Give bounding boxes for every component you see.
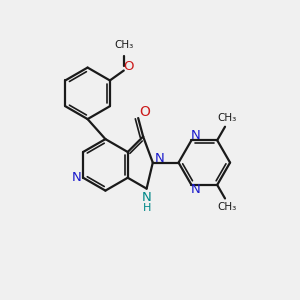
Text: N: N [71, 171, 81, 184]
Text: O: O [140, 105, 151, 119]
Text: N: N [190, 183, 200, 196]
Text: N: N [155, 152, 165, 165]
Text: O: O [124, 60, 134, 73]
Text: CH₃: CH₃ [114, 40, 134, 50]
Text: CH₃: CH₃ [218, 202, 237, 212]
Text: N: N [142, 191, 152, 204]
Text: CH₃: CH₃ [218, 113, 237, 123]
Text: H: H [142, 203, 151, 214]
Text: N: N [190, 129, 200, 142]
